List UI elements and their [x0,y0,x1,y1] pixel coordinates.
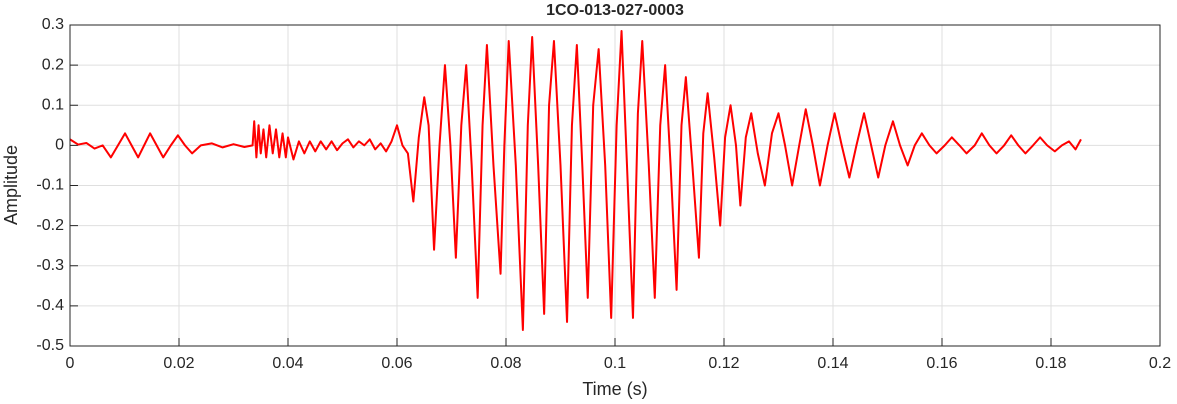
x-tick-label: 0.04 [272,355,303,372]
chart-title: 1CO-013-027-0003 [546,2,684,19]
x-tick-label: 0.08 [490,355,521,372]
x-tick-label: 0.2 [1149,355,1171,372]
x-tick-label: 0.14 [817,355,848,372]
y-tick-label: 0 [55,137,64,154]
y-tick-label: 0.1 [42,96,64,113]
x-tick-label: 0.18 [1035,355,1066,372]
x-tick-label: 0 [66,355,75,372]
x-tick-label: 0.16 [926,355,957,372]
waveform-line [69,30,1082,331]
y-tick-label: -0.3 [36,257,64,274]
x-tick-label: 0.06 [381,355,412,372]
y-tick-label: -0.2 [36,217,64,234]
y-tick-label: -0.5 [36,337,64,354]
y-axis-label: Amplitude [1,145,21,225]
y-tick-label: -0.4 [36,297,64,314]
y-tick-label: 0.2 [42,56,64,73]
x-tick-label: 0.12 [708,355,739,372]
x-axis-label: Time (s) [582,379,647,399]
x-tick-label: 0.02 [163,355,194,372]
y-tick-label: -0.1 [36,177,64,194]
axes-box [69,24,1161,347]
y-tick-label: 0.3 [42,16,64,33]
x-tick-label: 0.1 [604,355,626,372]
